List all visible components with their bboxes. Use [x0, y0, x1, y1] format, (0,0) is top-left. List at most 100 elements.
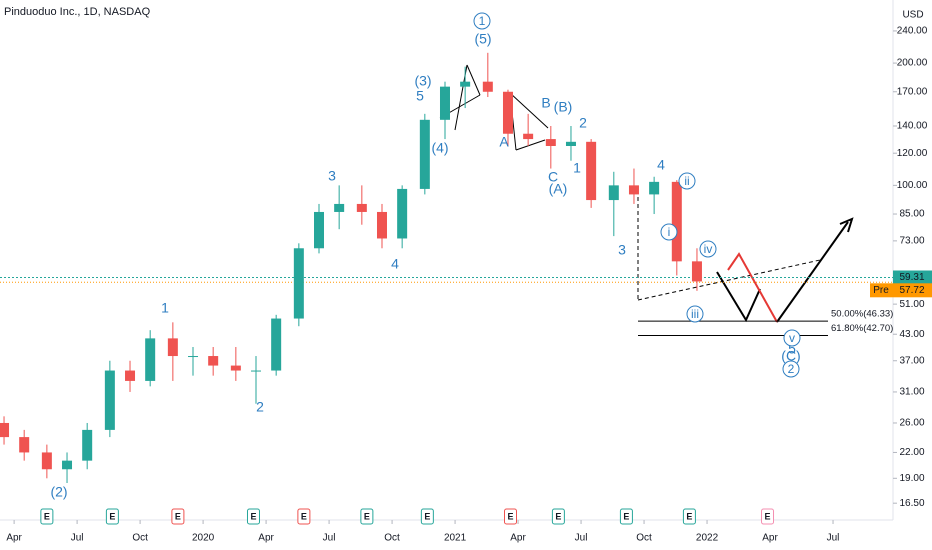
last-price-tag	[893, 270, 932, 285]
candle-body	[293, 248, 304, 319]
earnings-label: E	[424, 511, 430, 521]
wave-circle	[782, 360, 800, 378]
wave-label: 2	[579, 115, 587, 131]
earnings-marker	[682, 508, 696, 525]
candle-body	[125, 370, 136, 381]
wave-label: (4)	[431, 140, 448, 156]
earnings-marker	[761, 508, 775, 525]
candle-body	[439, 86, 450, 120]
earnings-label: E	[555, 511, 561, 521]
candle-body	[314, 211, 325, 249]
candle-body	[523, 133, 534, 140]
candle-body	[671, 181, 682, 262]
candle-body	[0, 422, 10, 438]
earnings-label: E	[765, 511, 771, 521]
candle-body	[691, 261, 702, 282]
earnings-label: E	[686, 511, 692, 521]
circled-wave-label: 1	[479, 14, 486, 28]
wave-label: (5)	[474, 31, 491, 47]
candle-body	[104, 370, 115, 430]
candle-body	[376, 211, 387, 239]
y-tick-label: 19.00	[899, 473, 924, 484]
x-tick-label: 2021	[444, 533, 467, 544]
wave-label: 1	[161, 300, 169, 316]
earnings-marker	[246, 508, 260, 525]
y-tick-label: 140.00	[897, 121, 928, 132]
candle-body	[545, 139, 556, 146]
candle-body	[502, 91, 513, 134]
wave-circle	[473, 12, 491, 30]
candle-body	[565, 141, 576, 146]
earnings-marker	[360, 508, 374, 525]
circled-wave-label: iii	[691, 307, 699, 321]
candle-body	[19, 437, 30, 453]
y-tick-label: 100.00	[897, 180, 928, 191]
wave-label: 2	[256, 399, 264, 415]
candle-body	[419, 119, 430, 189]
x-tick-label: 2022	[696, 533, 719, 544]
x-tick-label: Apr	[6, 533, 22, 544]
earnings-marker	[171, 508, 185, 525]
wave-circle	[783, 329, 801, 347]
y-tick-label: 200.00	[897, 58, 928, 69]
x-tick-label: Jul	[71, 533, 84, 544]
candle-body	[208, 356, 219, 366]
y-tick-label: 31.00	[899, 387, 924, 398]
earnings-marker	[297, 508, 311, 525]
earnings-marker	[551, 508, 565, 525]
candle-body	[608, 185, 619, 201]
candle-body	[271, 318, 282, 371]
y-tick-label: 22.00	[899, 447, 924, 458]
earnings-label: E	[175, 511, 181, 521]
y-tick-label: 120.00	[897, 148, 928, 159]
earnings-label: E	[364, 511, 370, 521]
wave-label: (B)	[554, 99, 573, 115]
candle-body	[251, 370, 262, 372]
candle-body	[167, 338, 178, 357]
wave-label: 3	[328, 168, 336, 184]
x-tick-label: 2020	[192, 533, 215, 544]
circled-wave-label: v	[789, 331, 795, 345]
pre-tag-label: Pre	[873, 285, 889, 296]
wave-circle	[678, 172, 696, 190]
wave-circle	[660, 223, 678, 241]
y-tick-label: 16.50	[899, 498, 924, 509]
wave-label: A	[499, 134, 509, 150]
circled-wave-label: 2	[788, 362, 795, 376]
wave-label: 3	[618, 242, 626, 258]
x-tick-label: Apr	[510, 533, 526, 544]
x-tick-label: Oct	[384, 533, 400, 544]
y-tick-label: 85.00	[899, 209, 924, 220]
wave-label: 5	[416, 88, 424, 104]
earnings-label: E	[507, 511, 513, 521]
earnings-label: E	[109, 511, 115, 521]
earnings-marker	[105, 508, 119, 525]
wave-label: (A)	[549, 181, 568, 197]
wave-label: (3)	[414, 73, 431, 89]
candle-body	[460, 81, 471, 87]
circled-wave-label: i	[668, 225, 671, 239]
circled-wave-label: ii	[684, 174, 689, 188]
y-tick-label: 73.00	[899, 236, 924, 247]
candle-body	[397, 188, 408, 239]
candle-body	[82, 429, 93, 461]
pre-tag	[870, 283, 893, 298]
fib-label: 50.00%(46.33)	[831, 309, 893, 320]
y-tick-label: 43.00	[899, 329, 924, 340]
last-price-label: 59.31	[899, 272, 924, 283]
earnings-marker	[619, 508, 633, 525]
candle-body	[188, 356, 199, 358]
candle-body	[628, 185, 639, 195]
wave-label: 4	[391, 256, 399, 272]
wave-circle	[686, 305, 704, 323]
wave-label: C	[548, 169, 558, 185]
y-tick-label: 170.00	[897, 86, 928, 97]
wave-label: 4	[657, 157, 665, 173]
x-tick-label: Oct	[636, 533, 652, 544]
chart-title: Pinduoduo Inc., 1D, NASDAQ	[4, 6, 151, 18]
earnings-label: E	[250, 511, 256, 521]
fib-label: 61.80%(42.70)	[831, 323, 893, 334]
candle-body	[41, 452, 52, 470]
earnings-label: E	[301, 511, 307, 521]
